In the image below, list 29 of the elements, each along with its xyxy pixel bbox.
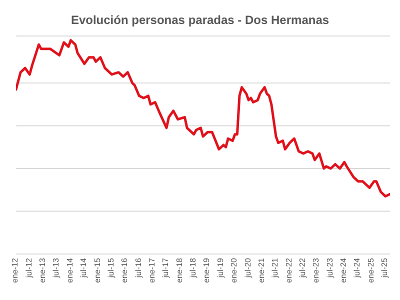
chart-title: Evolución personas paradas - Dos Hermanas (70, 12, 330, 29)
x-tick-label: jul-18 (188, 257, 198, 279)
x-tick-label: ene-23 (312, 257, 321, 283)
x-tick-label: jul-21 (270, 257, 280, 279)
x-tick-label: jul-15 (106, 257, 116, 279)
x-tick-label: jul-13 (52, 257, 61, 279)
x-tick-label: jul-25 (380, 257, 390, 279)
x-tick-label: ene-14 (65, 257, 74, 283)
x-tick-label: ene-12 (10, 257, 20, 283)
x-tick-label: jul-24 (352, 257, 362, 279)
x-tick-label: jul-12 (24, 257, 34, 279)
x-tick-label: jul-17 (161, 257, 170, 279)
x-tick-label: jul-22 (298, 257, 308, 279)
x-tick-label: jul-20 (243, 257, 252, 279)
x-tick-label: ene-21 (256, 257, 266, 283)
x-tick-label: ene-25 (366, 257, 376, 283)
x-tick-label: ene-22 (284, 257, 294, 283)
x-tick-label: ene-24 (339, 257, 348, 283)
x-tick-label: ene-15 (92, 257, 102, 283)
x-tick-label: ene-13 (38, 257, 48, 283)
x-tick-label: ene-18 (174, 257, 184, 283)
x-tick-label: ene-16 (120, 257, 130, 283)
x-tick-label: jul-14 (79, 257, 88, 279)
x-tick-label: jul-16 (134, 257, 143, 279)
x-tick-label: ene-17 (148, 257, 157, 283)
x-tick-label: jul-19 (216, 257, 225, 279)
x-tick-label: ene-20 (230, 257, 239, 283)
x-tick-label: ene-19 (202, 257, 212, 283)
x-tick-label: jul-23 (325, 257, 334, 279)
